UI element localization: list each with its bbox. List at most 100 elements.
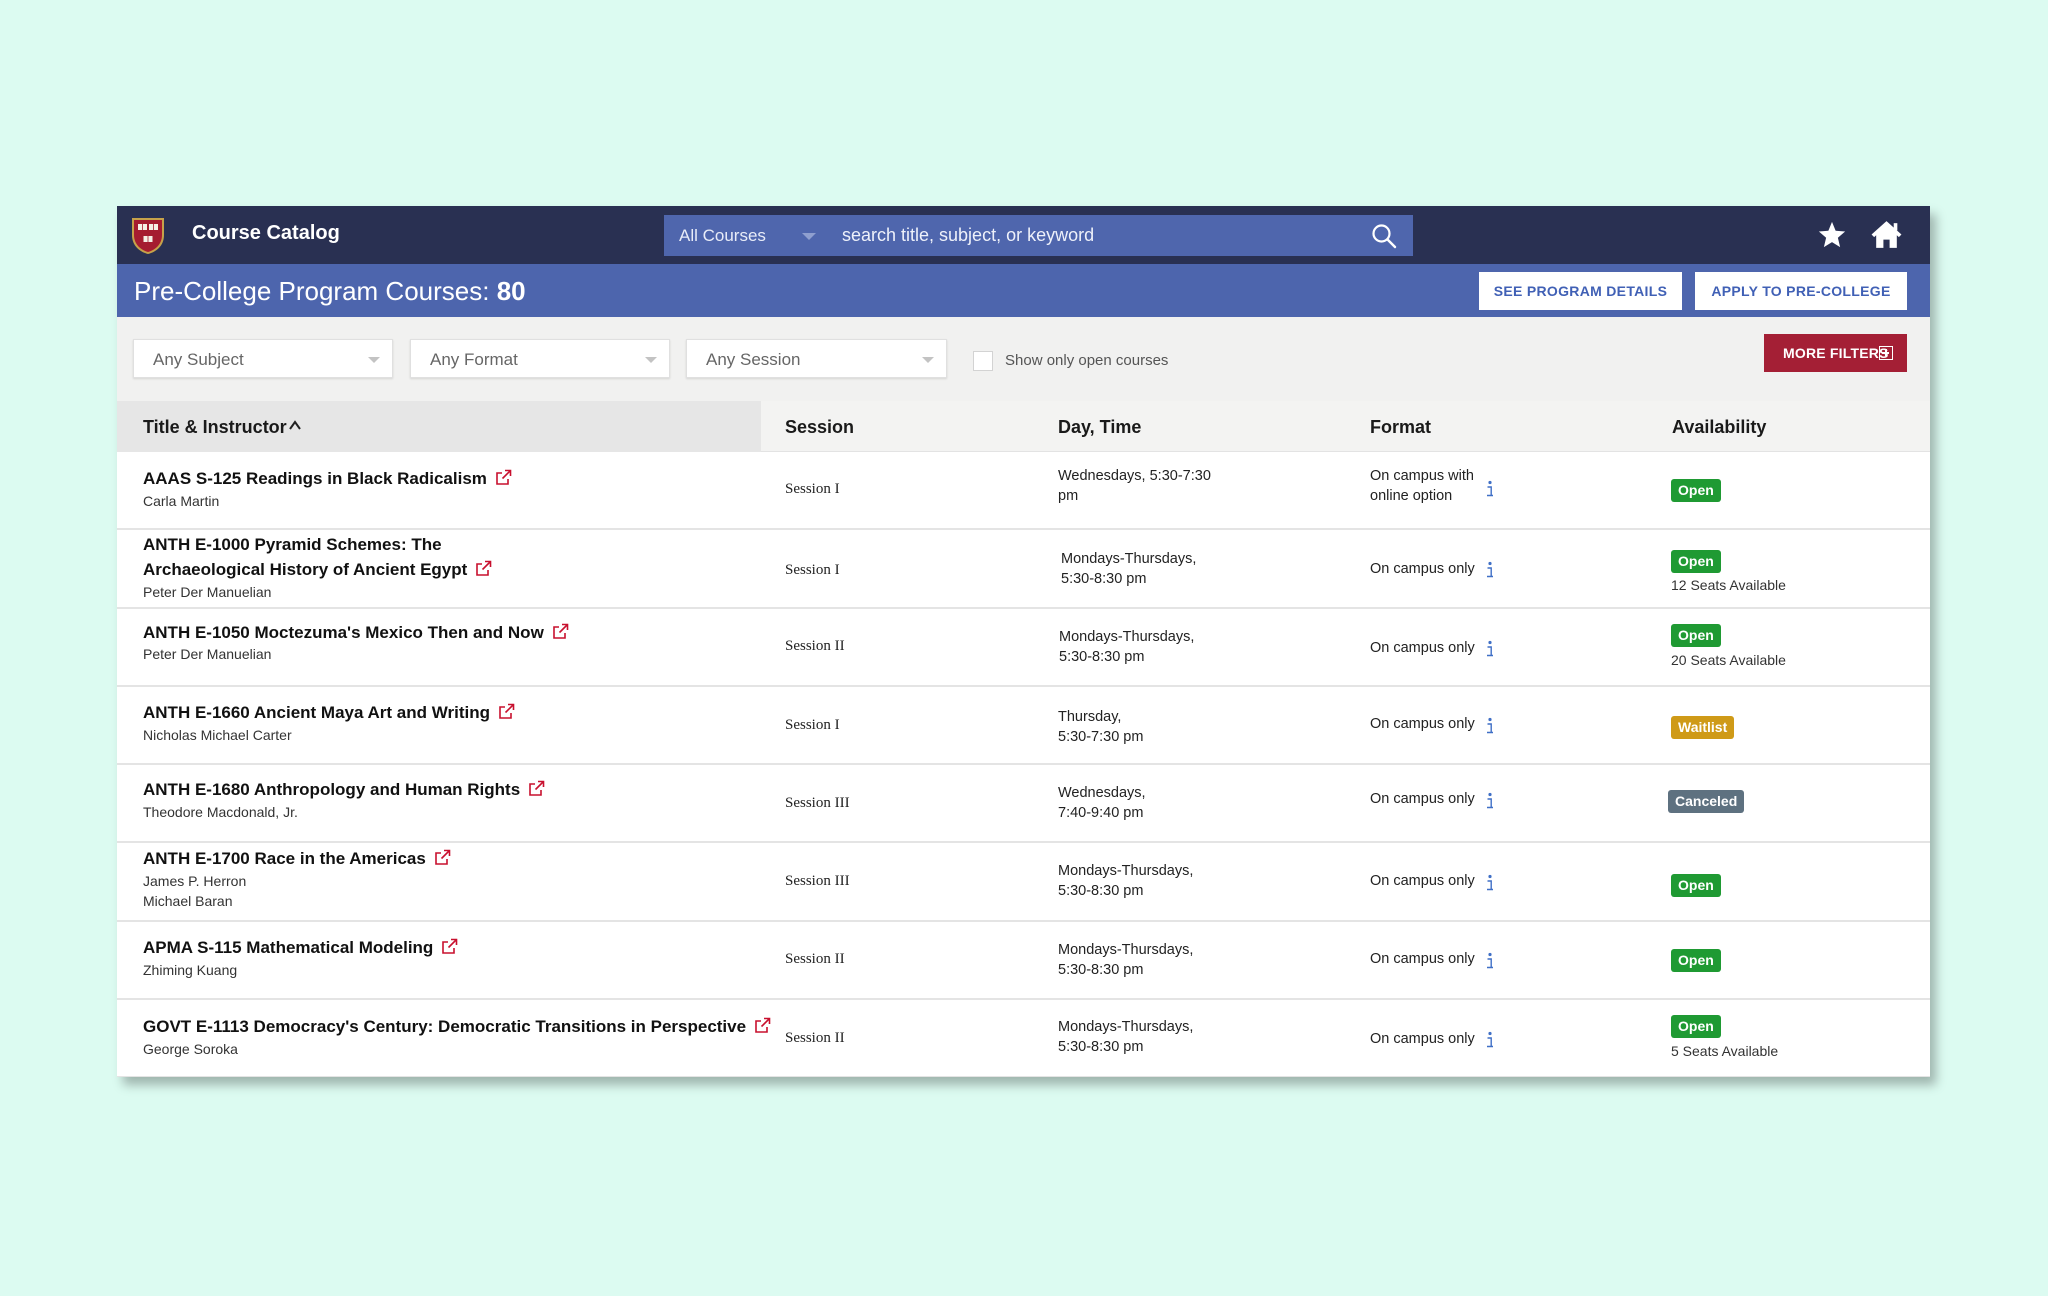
daytime-header[interactable]: Day, Time [1058, 417, 1142, 437]
session-cell: Session II [785, 638, 845, 654]
format-cell: On campus with online option [1370, 466, 1474, 506]
format-cell: On campus only [1370, 714, 1475, 734]
title-header-label[interactable]: Title & Instructor [143, 417, 287, 437]
session-header[interactable]: Session [785, 417, 855, 437]
chevron-down-icon [802, 233, 816, 240]
search-icon[interactable] [1371, 223, 1397, 249]
format-cell: On campus only [1370, 638, 1475, 658]
more-filters-button[interactable]: MORE FILTERS [1764, 334, 1907, 372]
table-header: Title & Instructor Session Day, Time For… [117, 401, 1930, 452]
session-select-label: Any Session [706, 350, 801, 369]
day-text: Mondays-Thursdays, [1059, 629, 1195, 645]
external-link-icon [442, 938, 458, 954]
format-cell: On campus only [1370, 559, 1475, 579]
session-cell: Session II [785, 1030, 845, 1046]
program-title-label: Pre-College Program Courses: [134, 276, 490, 306]
apply-button[interactable]: APPLY TO PRE-COLLEGE [1695, 272, 1907, 310]
course-title: ANTH E-1700 Race in the Americas [143, 849, 426, 868]
course-title: AAAS S-125 Readings in Black Radicalism [143, 469, 487, 488]
day-text: Wednesdays, 5:30-7:30 [1058, 468, 1211, 484]
session-cell: Session I [785, 562, 840, 578]
session-select[interactable]: Any Session [686, 339, 947, 378]
status-badge: Open [1671, 624, 1721, 647]
course-title-link[interactable]: APMA S-115 Mathematical Modeling [143, 935, 458, 960]
info-icon[interactable] [1485, 874, 1495, 892]
time-text: 5:30-7:30 pm [1058, 729, 1144, 745]
time-text: 7:40-9:40 pm [1058, 805, 1144, 821]
home-icon[interactable] [1870, 219, 1903, 250]
info-icon[interactable] [1485, 640, 1495, 658]
scope-select[interactable]: All Courses [664, 215, 824, 256]
day-text: Mondays-Thursdays, [1058, 863, 1194, 879]
instructor: Peter Der Manuelian [143, 584, 272, 600]
course-title-link[interactable]: ANTH E-1050 Moctezuma's Mexico Then and … [143, 620, 569, 645]
daytime-cell: Thursday, 5:30-7:30 pm [1058, 707, 1143, 747]
star-icon[interactable] [1817, 220, 1847, 250]
search-bar: All Courses [664, 215, 1413, 256]
info-icon[interactable] [1485, 952, 1495, 970]
shield-logo-icon[interactable] [130, 215, 166, 255]
title-column-header[interactable] [117, 401, 761, 452]
daytime-cell: Mondays-Thursdays, 5:30-8:30 pm [1061, 549, 1196, 589]
info-icon[interactable] [1485, 561, 1495, 579]
top-nav: Course Catalog All Courses [117, 206, 1930, 264]
course-title: ANTH E-1680 Anthropology and Human Right… [143, 780, 521, 799]
course-title-link[interactable]: ANTH E-1660 Ancient Maya Art and Writing [143, 700, 515, 725]
table-row: APMA S-115 Mathematical Modeling Zhiming… [117, 922, 1930, 1000]
status-badge: Waitlist [1671, 716, 1735, 739]
external-link-icon [552, 623, 569, 639]
format-line: On campus only [1370, 791, 1475, 807]
open-only-label[interactable]: Show only open courses [1005, 352, 1169, 369]
table-row: ANTH E-1700 Race in the Americas James P… [117, 843, 1930, 922]
status-badge: Open [1671, 1015, 1721, 1038]
more-filters-label: MORE FILTERS [1783, 345, 1889, 361]
course-title-link[interactable]: GOVT E-1113 Democracy's Century: Democra… [143, 1014, 771, 1039]
course-title: ANTH E-1000 Pyramid Schemes: The [143, 535, 442, 554]
course-catalog-window: Course Catalog All Courses Pre-College P… [117, 206, 1930, 1077]
course-title-link[interactable]: AAAS S-125 Readings in Black Radicalism [143, 466, 512, 491]
format-select[interactable]: Any Format [410, 339, 670, 378]
format-line: online option [1370, 488, 1453, 504]
time-text: 5:30-8:30 pm [1059, 649, 1145, 665]
plus-square-icon [1879, 346, 1893, 360]
external-link-icon [435, 849, 451, 865]
sort-up-icon[interactable] [288, 419, 302, 431]
app-title: Course Catalog [192, 222, 340, 244]
info-icon[interactable] [1485, 717, 1495, 735]
course-count: 80 [496, 276, 526, 306]
external-link-icon [476, 560, 492, 576]
instructor: George Soroka [143, 1041, 238, 1057]
scope-select-label: All Courses [679, 226, 766, 245]
format-line: On campus only [1370, 640, 1475, 656]
table-row: ANTH E-1680 Anthropology and Human Right… [117, 765, 1930, 843]
status-badge: Open [1671, 479, 1721, 502]
info-icon[interactable] [1485, 480, 1495, 498]
course-title-link[interactable]: ANTH E-1700 Race in the Americas [143, 846, 451, 871]
availability-header[interactable]: Availability [1672, 417, 1767, 437]
status-badge: Open [1671, 550, 1721, 573]
format-line: On campus only [1370, 716, 1475, 732]
course-title: ANTH E-1660 Ancient Maya Art and Writing [143, 703, 490, 722]
course-title: APMA S-115 Mathematical Modeling [143, 938, 434, 957]
info-icon[interactable] [1485, 792, 1495, 810]
session-cell: Session III [785, 795, 850, 811]
subject-select[interactable]: Any Subject [133, 339, 393, 378]
day-text: Mondays-Thursdays, [1061, 551, 1197, 567]
search-input[interactable] [842, 215, 1342, 256]
course-title-link[interactable]: ANTH E-1680 Anthropology and Human Right… [143, 777, 545, 802]
table-row: GOVT E-1113 Democracy's Century: Democra… [117, 1000, 1930, 1077]
day-text: Wednesdays, [1058, 785, 1146, 801]
table-row: ANTH E-1050 Moctezuma's Mexico Then and … [117, 609, 1930, 687]
format-cell: On campus only [1370, 871, 1475, 891]
instructor: Carla Martin [143, 493, 220, 509]
external-link-icon [499, 703, 515, 719]
format-header[interactable]: Format [1370, 417, 1432, 437]
open-only-checkbox[interactable] [973, 351, 993, 371]
external-link-icon [496, 469, 512, 485]
see-program-details-button[interactable]: SEE PROGRAM DETAILS [1479, 272, 1682, 310]
chevron-down-icon [922, 357, 934, 363]
day-text: Thursday, [1058, 709, 1122, 725]
seats-available: 20 Seats Available [1671, 652, 1786, 668]
course-title-link[interactable]: ANTH E-1000 Pyramid Schemes: The Archaeol… [143, 532, 492, 582]
info-icon[interactable] [1485, 1031, 1495, 1049]
